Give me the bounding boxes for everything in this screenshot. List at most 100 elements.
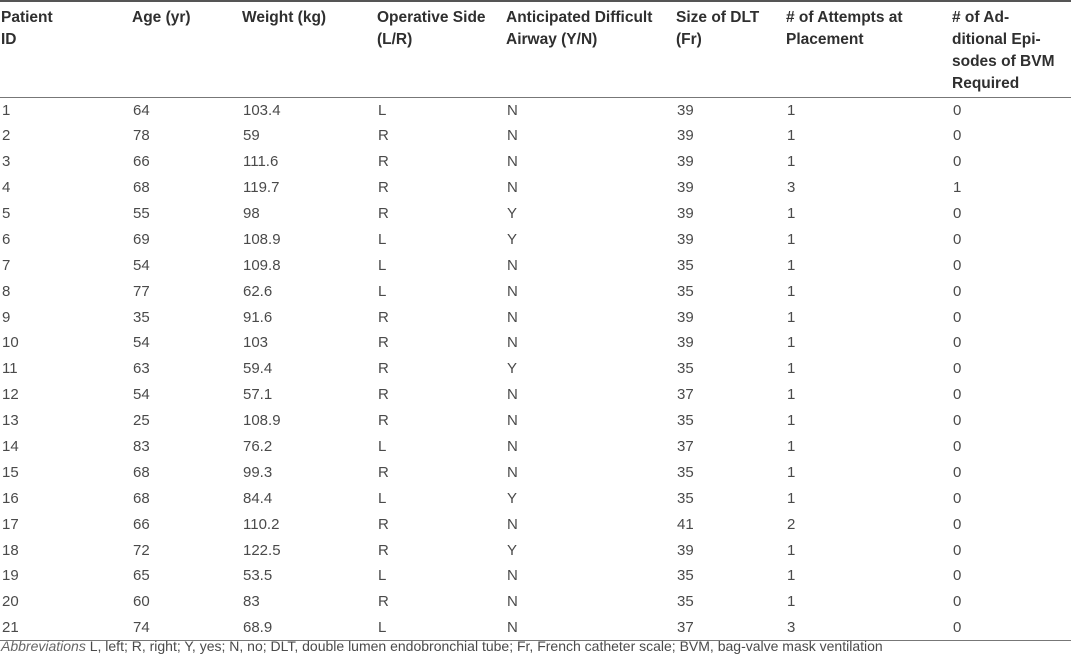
column-header-line: Age (yr) — [132, 9, 191, 26]
table-cell: 1 — [787, 360, 796, 378]
table-cell: 1 — [787, 593, 796, 611]
table-cell: 0 — [953, 593, 962, 611]
table-cell: N — [507, 308, 518, 326]
table-cell: 1 — [787, 386, 796, 404]
table-cell: 68.9 — [241, 614, 376, 642]
table-row: 9 35 91.6 R N 39 1 0 — [0, 304, 1071, 330]
table-row: 17 66 110.2 R N 41 2 0 — [0, 511, 1071, 537]
column-header-line: ID — [1, 31, 17, 48]
table-cell: N — [507, 386, 518, 404]
header-row: Patient ID Age (yr) Weight (kg) Operative Si… — [0, 1, 1071, 98]
table-cell: N — [507, 282, 518, 300]
table-cell: 1 — [953, 179, 962, 197]
table-cell: R — [378, 153, 389, 171]
table-cell: 78 — [133, 127, 150, 145]
table-cell: R — [378, 412, 389, 430]
table-cell: R — [378, 593, 389, 611]
table-cell: 35 — [677, 256, 694, 274]
column-header: Patient ID — [0, 1, 131, 98]
table-cell: 1 — [787, 541, 796, 559]
table-cell: 3 — [2, 153, 11, 171]
table-cell: 84.4 — [243, 489, 273, 507]
table-cell: 54 — [133, 256, 150, 274]
table-cell: 8 — [2, 282, 11, 300]
table-cell: R — [378, 127, 389, 145]
column-header-line: ditional Epi- — [952, 31, 1041, 48]
table-cell: 1 — [787, 567, 796, 585]
table-cell: 15 — [2, 463, 19, 481]
table-cell: L — [378, 438, 387, 456]
table-cell: 39 — [677, 334, 694, 352]
table-cell: 72 — [133, 541, 150, 559]
table-row: 16 68 84.4 L Y 35 1 0 — [0, 485, 1071, 511]
table-cell: 39 — [677, 205, 694, 222]
table-cell: 83 — [243, 593, 260, 611]
table-cell: 66 — [133, 515, 150, 533]
table-cell: 39 — [677, 101, 694, 119]
table-cell: 0 — [953, 308, 962, 326]
table-cell: 111.6 — [243, 153, 279, 171]
table-cell: L — [376, 614, 505, 642]
column-header: Operative Side (L/R) — [376, 1, 505, 98]
column-header: Size of DLT (Fr) — [675, 1, 785, 98]
table-cell: N — [507, 334, 518, 352]
table-row: 11 63 59.4 R Y 35 1 0 — [0, 356, 1071, 382]
table-cell: 39 — [677, 230, 694, 248]
table-cell: L — [378, 567, 387, 585]
table-cell: R — [378, 179, 389, 197]
table-cell: 110.2 — [243, 515, 280, 533]
table-cell: R — [378, 334, 389, 352]
table-cell: 19 — [2, 567, 19, 585]
table-row: 19 65 53.5 L N 35 1 0 — [0, 563, 1071, 589]
table-cell: 5 — [2, 205, 11, 222]
column-header-line: (Fr) — [676, 31, 702, 48]
table-cell: L — [378, 282, 387, 300]
table-row: 20 60 83 R N 35 1 0 — [0, 589, 1071, 615]
table-cell: 103 — [243, 334, 269, 352]
table-row: 21 74 68.9 L N 37 3 0 — [0, 614, 1071, 642]
table-cell: 4 — [2, 179, 11, 197]
column-header-line: Size of DLT — [676, 9, 760, 26]
table-cell: 10 — [2, 334, 19, 352]
table-body: 1 64 103.4 L N 39 1 0 2 78 59 R N 39 1 0 3 66 111.6 R N 39 1 0 4… — [0, 97, 1071, 642]
table-cell: L — [378, 489, 387, 507]
table-cell: 122.5 — [243, 541, 281, 559]
table-row: 2 78 59 R N 39 1 0 — [0, 123, 1071, 149]
table-cell: 108.9 — [243, 412, 281, 430]
table-cell: 41 — [677, 515, 694, 533]
table-cell: 0 — [953, 489, 962, 507]
table-cell: 14 — [2, 438, 19, 456]
table-row: 10 54 103 R N 39 1 0 — [0, 330, 1071, 356]
column-header-line: Required — [952, 75, 1020, 92]
table-row: 5 55 98 R Y 39 1 0 — [0, 201, 1071, 227]
footnote-text: L, left; R, right; Y, yes; N, no; DLT, d… — [85, 638, 883, 654]
table-cell: 0 — [953, 127, 962, 145]
table-cell: N — [507, 153, 518, 171]
table-cell: 65 — [133, 567, 150, 585]
table-cell: 1 — [787, 205, 796, 222]
table-cell: 35 — [677, 463, 694, 481]
table-cell: 39 — [677, 308, 694, 326]
table-cell: 55 — [133, 205, 150, 222]
table-cell: 3 — [785, 614, 951, 642]
table-cell: 103.4 — [243, 101, 281, 119]
table-cell: 64 — [133, 101, 150, 119]
table-cell: 54 — [133, 386, 150, 404]
table-cell: N — [507, 438, 518, 456]
table-cell: 68 — [133, 179, 150, 197]
table-cell: 35 — [677, 282, 694, 300]
table-cell: 35 — [677, 489, 694, 507]
table-cell: 77 — [133, 282, 150, 300]
table-cell: 59.4 — [243, 360, 273, 378]
table-cell: 0 — [953, 541, 962, 559]
table-cell: 0 — [953, 438, 962, 456]
table-cell: 60 — [133, 593, 150, 611]
table-cell: 13 — [2, 412, 19, 430]
table-cell: 18 — [2, 541, 19, 559]
table-cell: 39 — [677, 127, 694, 145]
table-cell: N — [507, 567, 518, 585]
table-cell: R — [378, 463, 389, 481]
table-cell: 0 — [953, 282, 962, 300]
table-cell: Y — [507, 360, 518, 378]
